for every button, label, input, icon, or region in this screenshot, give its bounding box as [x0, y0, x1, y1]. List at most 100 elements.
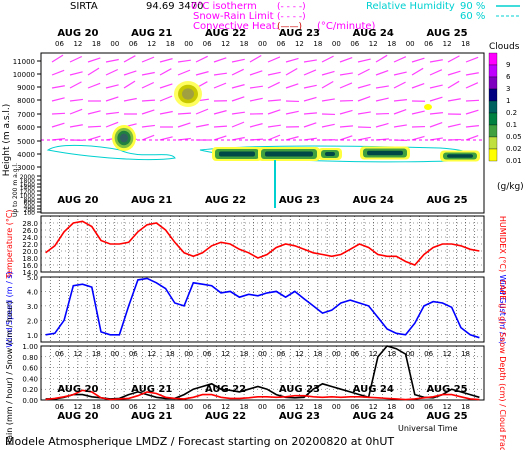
day-label: AUG 23: [279, 384, 320, 395]
wind-arrow: [213, 57, 227, 63]
height-tick-label: 7000: [17, 111, 35, 119]
hour-label: 12: [73, 350, 82, 358]
x-axis-title: Universal Time: [398, 424, 458, 433]
bottom-hour-label: 18: [461, 403, 470, 411]
wind-arrow: [303, 112, 318, 115]
wind-arrow: [267, 99, 282, 102]
wind-arrow: [465, 125, 479, 128]
wind-arrow: [87, 110, 101, 115]
top-hour-label: 00: [406, 40, 415, 48]
hour-label: 00: [258, 350, 267, 358]
day-label: AUG 24: [353, 384, 394, 395]
legend-convective: Convective Heat.: [193, 21, 279, 32]
clouds-scale-title: Clouds: [489, 42, 520, 52]
y-tick-label: 24.0: [22, 234, 38, 242]
top-day-label: AUG 23: [279, 28, 320, 39]
clouds-scale-label: 1: [506, 97, 510, 105]
wind-arrow: [249, 85, 263, 89]
clouds-scale-label: 6: [506, 73, 511, 81]
y-tick-label: 4.0: [27, 288, 38, 296]
wind-arrow: [195, 55, 208, 63]
wind-arrow: [339, 82, 353, 89]
clouds-scale-label: 0.2: [506, 109, 517, 117]
hour-label: 18: [166, 350, 175, 358]
wind-arrow: [393, 99, 407, 102]
wind-arrow: [285, 136, 299, 141]
wind-arrow: [159, 136, 173, 141]
hour-label: 12: [443, 350, 452, 358]
wind-arrow: [249, 123, 263, 128]
footer-title: Modele Atmospherique LMDZ / Forecast sta…: [5, 435, 394, 448]
wind-arrow: [303, 59, 317, 63]
height-tick-label: 3000: [17, 164, 35, 172]
top-hour-label: 06: [276, 40, 285, 48]
hour-label: 06: [350, 350, 359, 358]
cloud-band-core: [219, 151, 255, 157]
height-tick-label: 800: [24, 197, 36, 204]
wind-arrow: [213, 135, 227, 141]
cloud-band-core: [325, 152, 335, 156]
hour-label: 06: [129, 350, 138, 358]
wind-arrow: [105, 96, 119, 102]
y-tick-label: 14.0: [22, 269, 38, 277]
wind-arrow: [393, 71, 407, 76]
cloud-band-core: [265, 151, 313, 157]
wind-arrow: [429, 121, 443, 128]
day-label: AUG 22: [205, 195, 246, 206]
top-day-labels: AUG 20 AUG 21 AUG 22 AUG 23 AUG 24 AUG 25: [57, 28, 467, 39]
y-tick-label: 16.0: [22, 262, 38, 270]
wind-arrow: [159, 95, 173, 102]
wind-arrow: [105, 58, 119, 63]
bottom-hour-label: 18: [387, 403, 396, 411]
wind-arrow: [69, 71, 83, 76]
clouds-scale-label: 0.1: [506, 121, 517, 129]
top-hour-label: 12: [221, 40, 230, 48]
wind-arrow: [267, 56, 281, 63]
day-label: AUG 21: [131, 0, 172, 3]
wind-arrow: [69, 98, 83, 102]
wind-arrow: [87, 125, 102, 128]
series-line: [45, 220, 480, 266]
wind-arrow: [465, 134, 479, 141]
hour-label: 18: [92, 350, 101, 358]
top-day-label: AUG 22: [205, 28, 246, 39]
wind-arrow: [141, 124, 155, 128]
day-label: AUG 24: [353, 0, 394, 3]
bottom-hour-label: 12: [369, 403, 378, 411]
wind-arrow: [51, 97, 65, 102]
wind-arrow: [213, 72, 227, 76]
bottom-day-label: AUG 23: [279, 411, 320, 422]
wind-arrow: [123, 97, 137, 102]
legend-convective-unit: (°C/minute): [317, 21, 376, 32]
cloud-blob: [120, 133, 128, 143]
top-day-label: AUG 20: [57, 28, 98, 39]
wind-arrow: [357, 95, 371, 102]
wind-arrow: [141, 109, 155, 115]
wind-arrow: [87, 82, 101, 89]
wind-arrow: [231, 111, 245, 115]
wind-arrow: [249, 54, 262, 63]
wind-arrow: [411, 67, 424, 76]
wind-barb-group: [51, 54, 480, 142]
wind-arrow: [375, 69, 389, 76]
wind-arrow: [213, 82, 227, 89]
top-hour-label: 06: [203, 40, 212, 48]
hour-label: 00: [332, 350, 341, 358]
wind-arrow: [231, 121, 245, 128]
height-tick-label: 5000: [17, 138, 35, 146]
top-hour-label: 12: [369, 40, 378, 48]
wind-arrow: [339, 135, 353, 141]
wind-arrow: [465, 56, 479, 63]
wind-arrow: [231, 96, 245, 102]
wind-arrow: [105, 111, 119, 115]
day-label: AUG 25: [426, 384, 467, 395]
top-hour-label: 18: [387, 40, 396, 48]
wind-arrow: [213, 110, 227, 115]
top-hour-labels: 06 12 18 00 06 12 18 00 06 12 18 00 06 12 18 00 06 12 18 00…: [55, 40, 470, 48]
wind-arrow: [447, 80, 460, 89]
day-label: AUG 20: [57, 0, 98, 3]
height-tick-label: 9000: [17, 84, 35, 92]
wind-arrow: [51, 69, 65, 76]
y-axis-title: Wind Speed (m / s): [5, 271, 14, 347]
wind-arrow: [123, 80, 136, 89]
